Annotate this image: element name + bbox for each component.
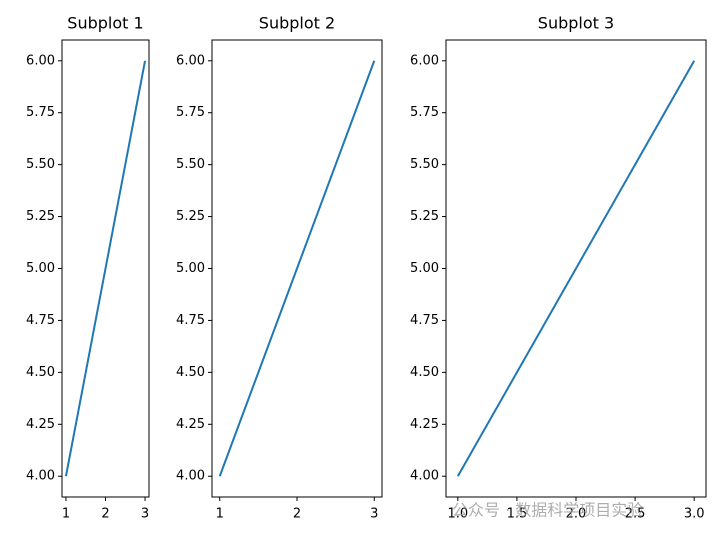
y-tick-label: 6.00 xyxy=(26,53,55,68)
y-tick-label: 5.50 xyxy=(26,157,55,172)
y-tick-label: 6.00 xyxy=(410,53,439,68)
x-tick-label: 2 xyxy=(293,507,301,522)
y-tick-label: 5.25 xyxy=(410,209,439,224)
x-tick-label: 2 xyxy=(101,507,109,522)
y-tick-label: 5.00 xyxy=(176,261,205,276)
y-tick-label: 4.75 xyxy=(26,313,55,328)
x-tick-label: 2.5 xyxy=(625,507,646,522)
y-tick-label: 5.25 xyxy=(176,209,205,224)
y-tick-label: 4.25 xyxy=(176,417,205,432)
y-tick-label: 4.50 xyxy=(26,365,55,380)
y-tick-label: 5.50 xyxy=(410,157,439,172)
y-tick-label: 5.25 xyxy=(26,209,55,224)
x-tick-label: 1.0 xyxy=(447,507,468,522)
x-tick-label: 1 xyxy=(216,507,224,522)
subplot-title: Subplot 3 xyxy=(538,14,614,33)
subplot-title: Subplot 1 xyxy=(67,14,143,33)
axes-frame xyxy=(211,39,383,498)
watermark: 公众号 · 数据科学项目实验 xyxy=(452,501,643,520)
y-tick-label: 5.75 xyxy=(176,105,205,120)
line xyxy=(218,60,376,477)
y-tick-label: 4.25 xyxy=(410,417,439,432)
y-tick-label: 4.50 xyxy=(176,365,205,380)
x-tick-label: 3 xyxy=(141,507,149,522)
y-tick-label: 4.00 xyxy=(26,469,55,484)
y-tick-label: 4.00 xyxy=(410,469,439,484)
y-tick-label: 5.75 xyxy=(410,105,439,120)
line xyxy=(64,60,147,477)
y-tick-label: 6.00 xyxy=(176,53,205,68)
y-tick-label: 4.00 xyxy=(176,469,205,484)
x-tick-label: 3 xyxy=(370,507,378,522)
y-tick-label: 5.50 xyxy=(176,157,205,172)
x-tick-label: 1 xyxy=(62,507,70,522)
y-tick-label: 5.75 xyxy=(26,105,55,120)
y-tick-label: 4.25 xyxy=(26,417,55,432)
subplot-title: Subplot 2 xyxy=(259,14,335,33)
x-tick-label: 2.0 xyxy=(566,507,587,522)
y-tick-label: 4.75 xyxy=(176,313,205,328)
axes-frame xyxy=(61,39,150,498)
y-tick-label: 5.00 xyxy=(410,261,439,276)
y-tick-label: 4.75 xyxy=(410,313,439,328)
x-tick-label: 3.0 xyxy=(684,507,705,522)
y-tick-label: 5.00 xyxy=(26,261,55,276)
axes-frame xyxy=(445,39,707,498)
x-tick-label: 1.5 xyxy=(507,507,528,522)
y-tick-label: 4.50 xyxy=(410,365,439,380)
line xyxy=(456,60,696,477)
